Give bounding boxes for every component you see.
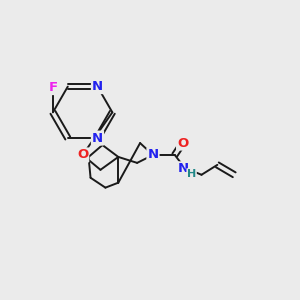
Text: F: F — [48, 81, 58, 94]
Text: N: N — [92, 80, 103, 93]
Text: N: N — [178, 162, 189, 175]
Text: N: N — [147, 148, 158, 161]
Text: O: O — [177, 136, 188, 150]
Text: H: H — [187, 169, 196, 179]
Text: O: O — [77, 148, 88, 161]
Text: N: N — [92, 132, 103, 145]
